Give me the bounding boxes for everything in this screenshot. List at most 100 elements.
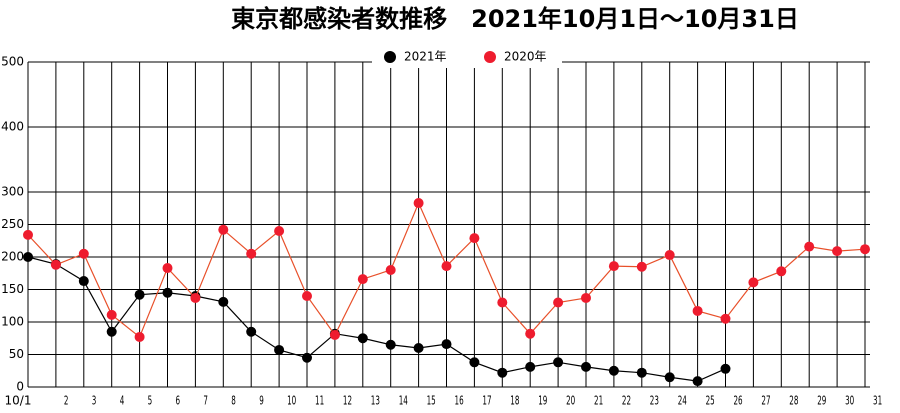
chart-title: 東京都感染者数推移 2021年10月1日～10月31日 [231, 5, 799, 33]
x-tick-label: 19 [538, 395, 547, 408]
legend-marker [384, 51, 396, 63]
data-point [218, 224, 229, 235]
data-point [162, 263, 173, 274]
x-tick-label: 26 [734, 395, 743, 408]
data-point [246, 248, 257, 259]
data-point [246, 326, 257, 337]
data-point [497, 297, 508, 308]
data-point [385, 339, 396, 350]
data-point [553, 357, 564, 368]
data-point [78, 248, 89, 259]
x-tick-label: 18 [510, 395, 519, 408]
data-point [525, 361, 536, 372]
data-point [413, 198, 424, 209]
data-point [218, 296, 229, 307]
y-tick-label: 50 [9, 347, 24, 361]
data-point [23, 229, 33, 240]
data-point [106, 309, 117, 320]
x-tick-label: 30 [845, 395, 854, 408]
data-point [413, 343, 424, 353]
x-tick-label: 14 [399, 395, 408, 408]
data-point [720, 313, 731, 324]
series-line [27, 256, 726, 382]
data-point [302, 291, 312, 301]
data-point [581, 361, 591, 372]
y-tick-label: 250 [1, 217, 24, 231]
data-point [832, 246, 843, 257]
data-point [553, 297, 564, 308]
x-tick-label: 2 [64, 395, 69, 408]
y-tick-label: 300 [1, 185, 24, 199]
data-point [274, 344, 285, 355]
x-tick-label: 11 [315, 395, 324, 408]
x-tick-label: 7 [203, 395, 208, 408]
data-point [385, 265, 396, 275]
data-point [78, 276, 89, 287]
x-tick-label: 15 [427, 395, 436, 408]
data-point [357, 274, 368, 285]
x-tick-label: 16 [454, 395, 463, 408]
x-tick-label: 20 [566, 395, 575, 408]
data-point [190, 292, 201, 303]
x-tick-label: 10/1 [5, 394, 32, 408]
x-tick-label: 8 [231, 395, 236, 408]
data-point [329, 330, 340, 340]
x-tick-label: 17 [482, 395, 491, 408]
data-point [804, 241, 815, 252]
y-tick-label: 400 [1, 120, 24, 134]
data-point [50, 259, 61, 270]
x-tick-label: 5 [148, 395, 153, 408]
x-tick-label: 27 [761, 395, 770, 408]
data-point [441, 339, 452, 350]
x-tick-label: 23 [650, 395, 659, 408]
data-point [608, 365, 619, 376]
y-tick-label: 0 [16, 380, 24, 394]
legend-label: 2021年 [404, 50, 447, 64]
data-point [664, 372, 675, 383]
data-point [860, 244, 870, 255]
y-tick-label: 500 [1, 55, 24, 69]
data-point [274, 226, 285, 236]
data-point [692, 305, 703, 316]
legend-marker [484, 51, 496, 63]
x-tick-label: 9 [259, 395, 264, 408]
x-tick-label: 22 [622, 395, 631, 408]
x-tick-label: 4 [120, 395, 125, 408]
legend-bg [372, 46, 562, 68]
x-tick-label: 31 [873, 395, 882, 408]
y-tick-label: 150 [1, 282, 24, 296]
data-point [302, 352, 312, 363]
legend-label: 2020年 [504, 50, 547, 64]
x-tick-label: 13 [371, 395, 380, 408]
data-point [692, 376, 703, 387]
data-point [525, 328, 536, 339]
data-point [357, 333, 368, 344]
data-point [720, 363, 731, 374]
y-tick-label: 200 [1, 250, 24, 264]
data-point [664, 250, 675, 261]
x-tick-label: 12 [343, 395, 352, 408]
x-tick-label: 29 [817, 395, 826, 408]
data-point [162, 287, 173, 298]
x-tick-label: 6 [176, 395, 181, 408]
x-tick-label: 3 [92, 395, 97, 408]
x-tick-label: 28 [789, 395, 798, 408]
y-tick-label: 100 [1, 315, 24, 329]
data-point [469, 233, 480, 244]
data-point [469, 357, 480, 368]
x-tick-label: 21 [594, 395, 603, 408]
data-point [497, 367, 508, 378]
data-point [134, 289, 145, 300]
data-point [776, 266, 787, 277]
data-point [106, 326, 117, 337]
x-tick-label: 10 [287, 395, 296, 408]
data-point [608, 261, 619, 272]
data-point [441, 261, 452, 272]
x-tick-label: 24 [678, 395, 687, 408]
data-point [23, 252, 33, 262]
data-point [636, 367, 647, 378]
data-point [134, 331, 145, 342]
data-point [581, 292, 591, 303]
data-point [748, 277, 759, 288]
